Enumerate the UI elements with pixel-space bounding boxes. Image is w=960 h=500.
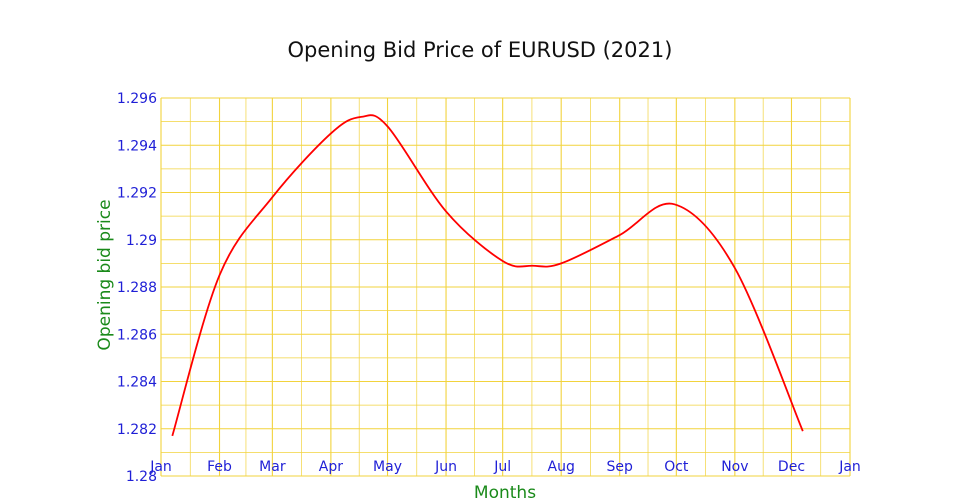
x-tick-label: Nov	[721, 459, 748, 475]
x-tick-label: Apr	[319, 459, 343, 475]
chart-grid	[160, 97, 851, 477]
y-tick-label: 1.282	[117, 422, 157, 438]
x-tick-label: Jul	[493, 459, 511, 475]
y-tick-label: 1.292	[117, 186, 157, 202]
x-tick-label: Aug	[548, 459, 575, 475]
x-tick-label: Jan	[149, 459, 172, 475]
y-tick-label: 1.284	[117, 375, 157, 391]
y-tick-label: 1.28	[126, 469, 157, 485]
x-tick-label: Dec	[778, 459, 805, 475]
chart-title: Opening Bid Price of EURUSD (2021)	[288, 38, 673, 62]
x-tick-label: Mar	[259, 459, 286, 475]
y-axis-title: Opening bid price	[95, 199, 115, 350]
x-tick-label: Oct	[664, 459, 689, 475]
series-line	[171, 114, 804, 437]
y-tick-label: 1.296	[117, 91, 157, 107]
x-tick-label: Feb	[207, 459, 232, 475]
y-tick-label: 1.29	[126, 233, 157, 249]
y-tick-label: 1.294	[117, 138, 157, 154]
y-tick-label: 1.288	[117, 280, 157, 296]
x-axis-title: Months	[474, 483, 536, 500]
y-axis-ticks: 1.28 1.282 1.284 1.286 1.288 1.29 1.292 1.294 1.…	[117, 91, 157, 485]
x-axis-ticks: Jan Feb Mar Apr May Jun Jul Aug Sep Oct Nov Dec Jan	[149, 459, 861, 475]
series-layer	[171, 114, 804, 437]
x-tick-label: Jan	[838, 459, 861, 475]
x-tick-label: Sep	[607, 459, 634, 475]
y-tick-label: 1.286	[117, 327, 157, 343]
x-tick-label: Jun	[434, 459, 457, 475]
x-tick-label: May	[373, 459, 402, 475]
